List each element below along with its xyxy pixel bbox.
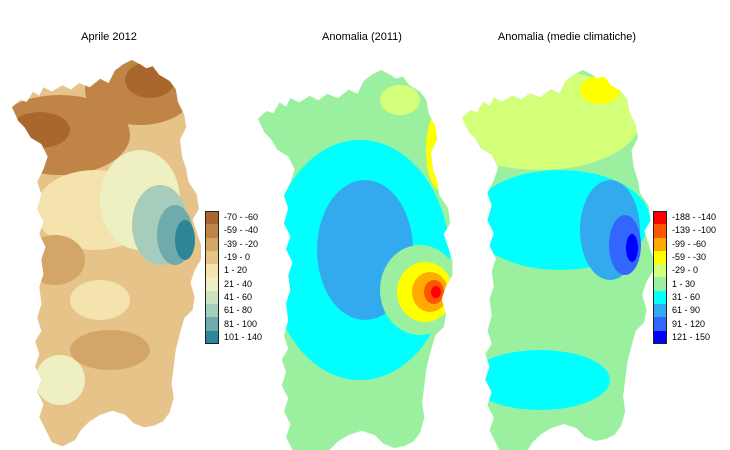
- legend-swatch: [205, 304, 219, 318]
- legend-label: 61 - 90: [672, 305, 701, 316]
- legend-label: -59 - -40: [224, 225, 259, 236]
- legend-item: 41 - 60: [205, 290, 262, 305]
- legend-label: 121 - 150: [672, 331, 711, 342]
- legend-item: -29 - 0: [653, 264, 716, 278]
- map-title-anomaly-2011: Anomalia (2011): [322, 31, 402, 43]
- legend-label: -139 - -100: [672, 225, 717, 236]
- legend-item: 31 - 60: [653, 290, 716, 305]
- legend-label: 41 - 60: [224, 291, 253, 302]
- legend-item: 61 - 80: [205, 304, 262, 318]
- legend-swatch: [653, 250, 667, 265]
- legend-item: -19 - 0: [205, 250, 262, 265]
- legend-swatch: [653, 290, 667, 305]
- map-april-2012: [12, 60, 201, 447]
- legend-label: -39 - -20: [224, 238, 259, 249]
- legend-item: -70 - -60: [205, 211, 262, 225]
- map-title-anomaly-climate: Anomalia (medie climatiche): [497, 31, 637, 43]
- map-anomaly-climate: [462, 70, 653, 450]
- legend-item: 91 - 120: [653, 317, 716, 331]
- legend-swatch: [205, 277, 219, 291]
- legend-label: -188 - -140: [672, 212, 717, 223]
- legend-label: -99 - -60: [672, 238, 707, 249]
- legend-label: 81 - 100: [224, 318, 258, 329]
- legend-item: -188 - -140: [653, 211, 717, 225]
- legend-swatch: [653, 277, 667, 291]
- legend-item: 21 - 40: [205, 277, 262, 291]
- map-anomaly-2011: [258, 70, 453, 450]
- legend-label: -29 - 0: [672, 265, 699, 276]
- legend-item: 81 - 100: [205, 317, 262, 331]
- legend-swatch: [205, 330, 219, 344]
- legend-label: 101 - 140: [224, 331, 263, 342]
- legend-label: 31 - 60: [672, 291, 701, 302]
- legend-label: 61 - 80: [224, 305, 253, 316]
- map-title-april-2012: Aprile 2012: [81, 31, 137, 43]
- legend-item: 61 - 90: [653, 304, 716, 318]
- legend-swatch: [653, 224, 667, 238]
- legend-swatch: [653, 317, 667, 331]
- legend-item: 101 - 140: [205, 330, 263, 344]
- legend-swatch: [653, 211, 667, 225]
- legend-swatch: [205, 211, 219, 225]
- legend-item: -59 - -30: [653, 250, 716, 265]
- legend-item: -39 - -20: [205, 237, 262, 251]
- legend-swatch: [653, 304, 667, 318]
- legend-precipitation: -70 - -60 -59 - -40 -39 - -20 -19 - 0 1 - 20…: [205, 211, 262, 344]
- legend-item: 1 - 30: [653, 277, 716, 291]
- legend-swatch: [205, 317, 219, 331]
- legend-item: -99 - -60: [653, 237, 716, 251]
- legend-label: 1 - 20: [224, 265, 248, 276]
- legend-item: 1 - 20: [205, 264, 262, 278]
- legend-swatch: [205, 290, 219, 305]
- legend-label: 91 - 120: [672, 318, 706, 329]
- legend-swatch: [205, 264, 219, 278]
- legend-anomaly: -188 - -140 -139 - -100 -99 - -60 -59 - -30…: [653, 211, 716, 344]
- legend-item: 121 - 150: [653, 330, 716, 344]
- legend-swatch: [205, 250, 219, 265]
- legend-swatch: [653, 264, 667, 278]
- legend-label: 1 - 30: [672, 278, 696, 289]
- legend-item: -139 - -100: [653, 224, 717, 238]
- legend-item: -59 - -40: [205, 224, 262, 238]
- legend-swatch: [653, 237, 667, 251]
- legend-swatch: [205, 224, 219, 238]
- legend-swatch: [653, 330, 667, 344]
- legend-label: 21 - 40: [224, 278, 253, 289]
- legend-label: -59 - -30: [672, 252, 707, 263]
- legend-label: -70 - -60: [224, 212, 259, 223]
- legend-swatch: [205, 237, 219, 251]
- legend-label: -19 - 0: [224, 252, 251, 263]
